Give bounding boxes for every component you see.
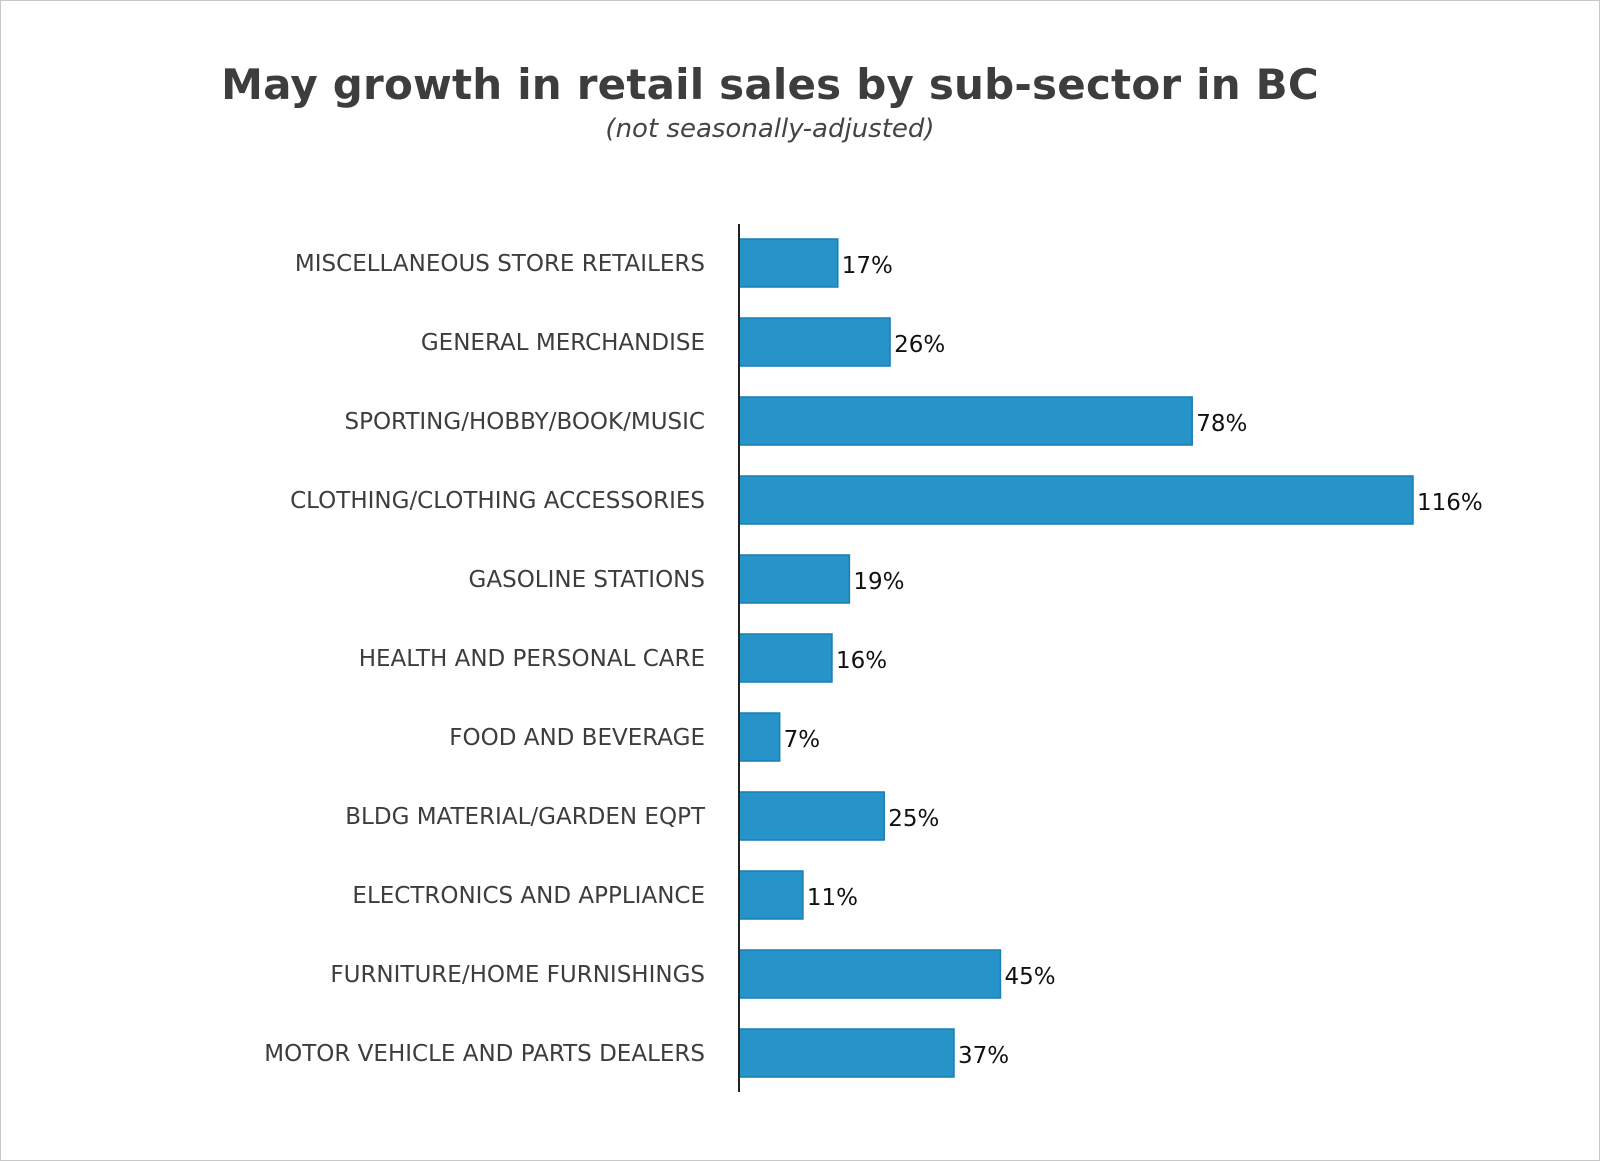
value-label-9: 45% bbox=[1004, 964, 1055, 990]
category-label-6: FOOD AND BEVERAGE bbox=[449, 725, 705, 751]
category-label-10: MOTOR VEHICLE AND PARTS DEALERS bbox=[264, 1041, 705, 1067]
category-label-1: GENERAL MERCHANDISE bbox=[421, 330, 705, 356]
bar-1 bbox=[738, 317, 891, 367]
bars-group bbox=[738, 238, 1414, 1078]
bar-6 bbox=[738, 712, 781, 762]
bar-2 bbox=[738, 396, 1193, 446]
chart-subtitle: (not seasonally-adjusted) bbox=[605, 114, 935, 144]
category-label-9: FURNITURE/HOME FURNISHINGS bbox=[330, 962, 705, 988]
value-label-7: 25% bbox=[888, 806, 939, 832]
bar-3 bbox=[738, 475, 1414, 525]
category-label-5: HEALTH AND PERSONAL CARE bbox=[359, 646, 705, 672]
value-label-8: 11% bbox=[807, 885, 858, 911]
bar-0 bbox=[738, 238, 839, 288]
bar-4 bbox=[738, 554, 851, 604]
bar-10 bbox=[738, 1028, 955, 1078]
category-label-2: SPORTING/HOBBY/BOOK/MUSIC bbox=[344, 409, 705, 435]
category-label-0: MISCELLANEOUS STORE RETAILERS bbox=[295, 251, 705, 277]
category-label-7: BLDG MATERIAL/GARDEN EQPT bbox=[345, 804, 706, 830]
value-label-2: 78% bbox=[1196, 411, 1247, 437]
value-label-10: 37% bbox=[958, 1043, 1009, 1069]
category-label-8: ELECTRONICS AND APPLIANCE bbox=[352, 883, 705, 909]
value-label-0: 17% bbox=[842, 253, 893, 279]
value-label-6: 7% bbox=[784, 727, 821, 753]
bar-9 bbox=[738, 949, 1002, 999]
chart-title: May growth in retail sales by sub-sector… bbox=[221, 60, 1319, 109]
value-label-1: 26% bbox=[894, 332, 945, 358]
value-label-5: 16% bbox=[836, 648, 887, 674]
value-label-4: 19% bbox=[853, 569, 904, 595]
bar-5 bbox=[738, 633, 833, 683]
labels-group: MISCELLANEOUS STORE RETAILERS 17% GENERAL … bbox=[264, 251, 1482, 1069]
bar-7 bbox=[738, 791, 886, 841]
value-label-3: 116% bbox=[1417, 490, 1483, 516]
bar-8 bbox=[738, 870, 804, 920]
category-label-4: GASOLINE STATIONS bbox=[469, 567, 705, 593]
category-label-3: CLOTHING/CLOTHING ACCESSORIES bbox=[290, 488, 705, 514]
